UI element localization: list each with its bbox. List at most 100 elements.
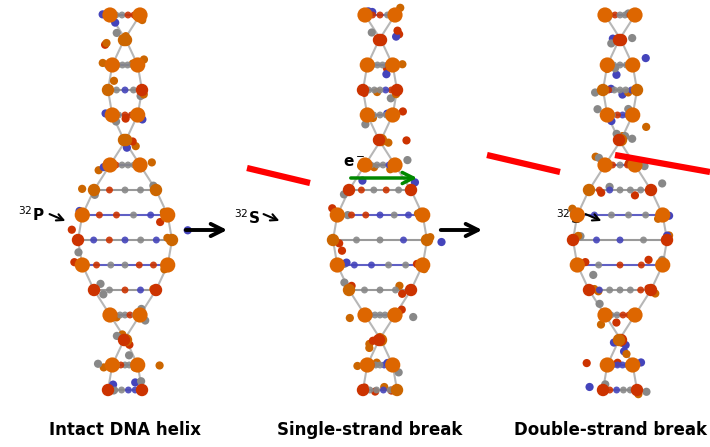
Point — [620, 86, 631, 93]
Point — [378, 386, 389, 393]
Point — [640, 211, 651, 219]
Point — [102, 86, 114, 93]
Point — [613, 136, 625, 143]
Point — [368, 111, 379, 118]
Point — [387, 111, 398, 118]
Point — [111, 118, 122, 125]
Point — [361, 59, 372, 66]
Point — [119, 362, 131, 369]
Point — [629, 161, 640, 169]
Point — [382, 12, 393, 19]
Point — [572, 232, 584, 240]
Point — [366, 61, 378, 68]
Point — [601, 362, 613, 369]
Point — [109, 312, 121, 319]
Point — [105, 261, 116, 269]
Point — [607, 161, 618, 169]
Point — [374, 36, 386, 43]
Point — [625, 386, 636, 393]
Point — [589, 211, 600, 219]
Point — [367, 337, 378, 344]
Point — [403, 211, 414, 219]
Point — [373, 337, 385, 344]
Point — [395, 4, 406, 11]
Point — [622, 161, 633, 169]
Point — [72, 235, 83, 242]
Point — [621, 350, 632, 358]
Point — [116, 12, 128, 19]
Point — [383, 139, 394, 146]
Point — [111, 61, 123, 68]
Point — [604, 183, 616, 190]
Point — [111, 86, 122, 93]
Point — [612, 362, 623, 369]
Point — [119, 136, 130, 143]
Point — [625, 186, 636, 194]
Point — [396, 290, 408, 297]
Point — [627, 111, 638, 118]
Point — [390, 287, 401, 294]
Point — [127, 138, 138, 145]
Point — [121, 144, 133, 151]
Point — [417, 261, 428, 269]
Point — [124, 312, 136, 319]
Point — [124, 352, 135, 359]
Point — [116, 331, 128, 338]
Point — [613, 36, 625, 43]
Point — [374, 236, 386, 244]
Point — [614, 287, 626, 294]
Point — [104, 312, 116, 319]
Point — [601, 362, 613, 369]
Point — [379, 312, 391, 319]
Point — [113, 111, 124, 118]
Point — [650, 290, 661, 297]
Point — [376, 337, 387, 344]
Point — [127, 61, 138, 68]
Point — [613, 337, 625, 344]
Point — [158, 209, 170, 216]
Point — [134, 312, 146, 319]
Point — [627, 111, 638, 118]
Point — [373, 337, 385, 344]
Point — [417, 211, 428, 219]
Point — [91, 261, 102, 269]
Point — [119, 337, 131, 344]
Point — [387, 111, 398, 118]
Point — [629, 12, 640, 19]
Point — [77, 261, 88, 269]
Point — [162, 261, 173, 269]
Point — [332, 261, 343, 269]
Point — [122, 161, 133, 169]
Point — [388, 211, 400, 219]
Point — [616, 36, 627, 43]
Point — [366, 362, 377, 369]
Point — [606, 111, 618, 118]
Point — [119, 186, 131, 194]
Point — [387, 362, 398, 369]
Point — [136, 386, 148, 393]
Point — [569, 209, 580, 216]
Point — [119, 36, 130, 43]
Point — [359, 312, 371, 319]
Point — [357, 86, 368, 93]
Point — [624, 12, 635, 19]
Point — [120, 337, 131, 344]
Point — [374, 287, 386, 294]
Point — [374, 211, 386, 219]
Point — [136, 305, 147, 312]
Point — [619, 12, 630, 19]
Point — [394, 282, 405, 289]
Point — [137, 116, 148, 123]
Point — [122, 12, 133, 19]
Point — [627, 61, 638, 68]
Point — [623, 312, 635, 319]
Point — [374, 136, 386, 143]
Point — [116, 61, 128, 68]
Point — [368, 86, 380, 93]
Point — [612, 359, 623, 367]
Point — [77, 211, 88, 219]
Point — [162, 234, 173, 241]
Point — [629, 12, 640, 19]
Point — [376, 36, 387, 43]
Point — [629, 192, 640, 199]
